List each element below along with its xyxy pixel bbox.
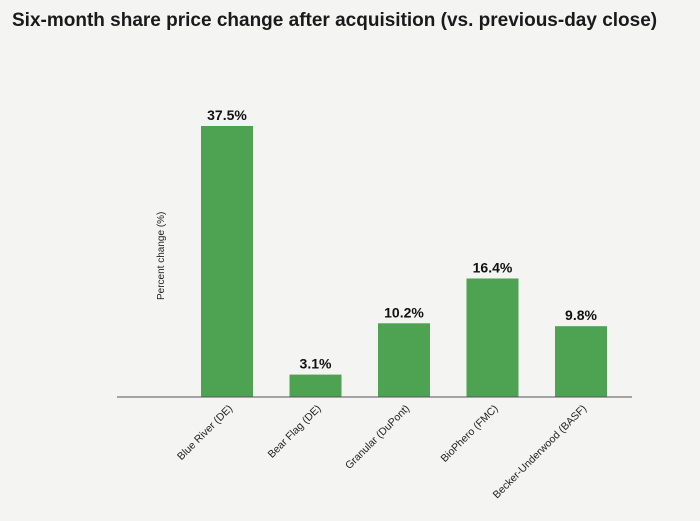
y-axis-label: Percent change (%) [156,212,167,300]
bar-1 [289,374,342,397]
bars-group [201,126,607,397]
data-label-3: 16.4% [473,259,513,275]
data-label-1: 3.1% [300,356,332,372]
x-tick-label-4: Becker-Underwood (BASF) [491,403,589,501]
chart-title: Six-month share price change after acqui… [12,10,657,31]
x-tick-label-2: Granular (DuPont) [343,403,412,472]
x-tick-label-1: Bear Flag (DE) [266,403,324,461]
x-tick-label-3: BioPhero (FMC) [438,403,500,465]
data-label-4: 9.8% [565,307,597,323]
bar-2 [378,323,430,397]
bar-0 [201,126,253,397]
bar-3 [466,278,519,397]
bar-4 [555,326,607,397]
x-tick-label-0: Blue River (DE) [175,403,235,463]
x-tick-labels-group: Blue River (DE) Bear Flag (DE) Granular (D… [175,403,589,501]
data-labels-group: 37.5% 3.1% 10.2% 16.4% 9.8% [207,107,597,372]
data-label-0: 37.5% [207,107,247,123]
data-label-2: 10.2% [384,304,424,320]
